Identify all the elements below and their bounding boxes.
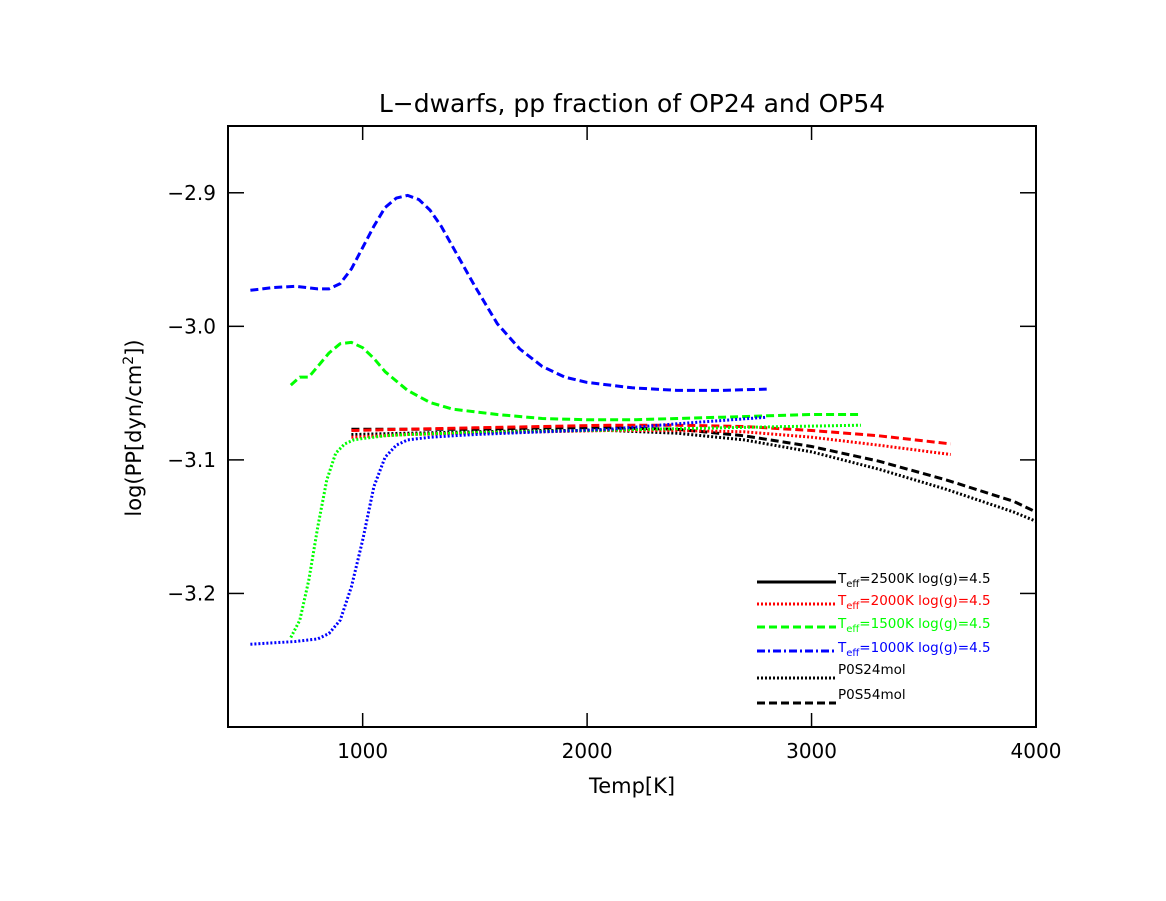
x-tick-label: 3000: [786, 739, 837, 763]
x-tick-label: 1000: [337, 739, 388, 763]
plot-frame: [227, 125, 1037, 728]
y-axis-label-main: log(PP[dyn/cm: [122, 365, 146, 517]
y-tick-label: −3.2: [167, 581, 216, 605]
legend-label: Teff=2500K log(g)=4.5: [837, 571, 991, 590]
legend: Teff=2500K log(g)=4.5 Teff=2000K log(g)=4…: [757, 571, 991, 705]
y-tick-label: −2.9: [167, 181, 216, 205]
legend-label: P0S24mol: [838, 662, 906, 678]
legend-label: Teff=1500K log(g)=4.5: [837, 616, 991, 635]
series-line-1000K-p0s24mol: [250, 415, 767, 646]
x-tick-label: 4000: [1011, 739, 1062, 763]
legend-label: Teff=2000K log(g)=4.5: [837, 593, 991, 612]
chart-title: L−dwarfs, pp fraction of OP24 and OP54: [379, 89, 885, 118]
y-tick-label: −3.1: [167, 448, 216, 472]
plot-series: [250, 193, 1037, 646]
series-line-1000K-p0s54mol: [250, 193, 767, 392]
legend-label: Teff=1000K log(g)=4.5: [837, 640, 991, 659]
x-axis-label: Temp[K]: [588, 774, 675, 798]
y-axis-label-end: ]): [122, 339, 146, 355]
series-line-2000K-p0s54mol: [351, 423, 951, 446]
y-tick-label: −3.0: [167, 314, 216, 338]
legend-label: P0S54mol: [838, 687, 906, 703]
series-line-1500K-p0s24mol: [289, 423, 861, 639]
series-line-1500K-p0s54mol: [289, 340, 861, 422]
x-tick-label: 2000: [562, 739, 613, 763]
y-axis-label-superscript: 2: [121, 356, 137, 365]
axis-ticks: 1000 2000 3000 4000 −3.2 −3.1 −3.0 −2.9: [167, 126, 1061, 763]
y-axis-label: log(PP[dyn/cm2]): [121, 339, 146, 516]
